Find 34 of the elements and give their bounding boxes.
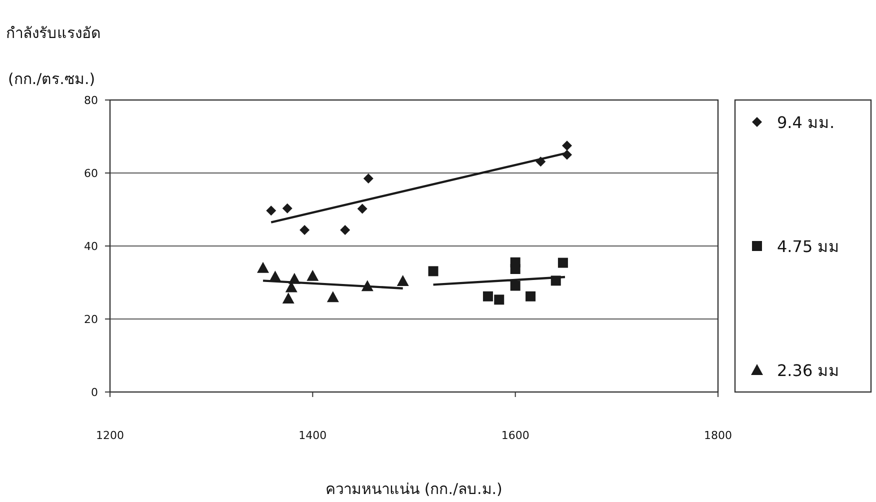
y-tick-label: 40 xyxy=(84,240,98,253)
point xyxy=(306,270,319,281)
y-tick-label: 80 xyxy=(84,94,98,107)
y-tick-label: 0 xyxy=(91,386,98,399)
point xyxy=(266,206,276,216)
point xyxy=(510,264,520,274)
x-tick-label: 1800 xyxy=(704,429,732,442)
x-tick-label: 1200 xyxy=(96,429,124,442)
point xyxy=(482,291,493,302)
legend-label: 4.75 มม xyxy=(777,237,840,256)
x-tick-label: 1600 xyxy=(501,429,530,442)
point xyxy=(357,204,368,214)
point xyxy=(340,224,350,235)
point xyxy=(494,294,504,305)
point xyxy=(428,266,438,276)
y-axis-title: (กก./ตร.ซม.) xyxy=(8,70,96,88)
point xyxy=(510,280,520,291)
point xyxy=(282,203,292,214)
point xyxy=(326,291,339,302)
point xyxy=(257,262,270,273)
y-tick-label: 60 xyxy=(84,167,98,180)
legend-label: 9.4 มม. xyxy=(777,113,835,132)
y-tick-label: 20 xyxy=(84,313,98,326)
point xyxy=(558,258,568,268)
legend-label: 2.36 มม xyxy=(777,361,840,380)
point xyxy=(526,291,536,302)
point xyxy=(300,224,310,235)
point xyxy=(396,275,409,286)
point xyxy=(363,173,374,184)
x-tick-label: 1400 xyxy=(298,429,327,442)
chart-title: กำลังรับแรงอัด xyxy=(6,24,101,42)
point xyxy=(282,292,294,304)
point xyxy=(562,140,572,151)
x-axis-title: ความหนาแน่น (กก./ลบ.ม.) xyxy=(326,480,502,498)
